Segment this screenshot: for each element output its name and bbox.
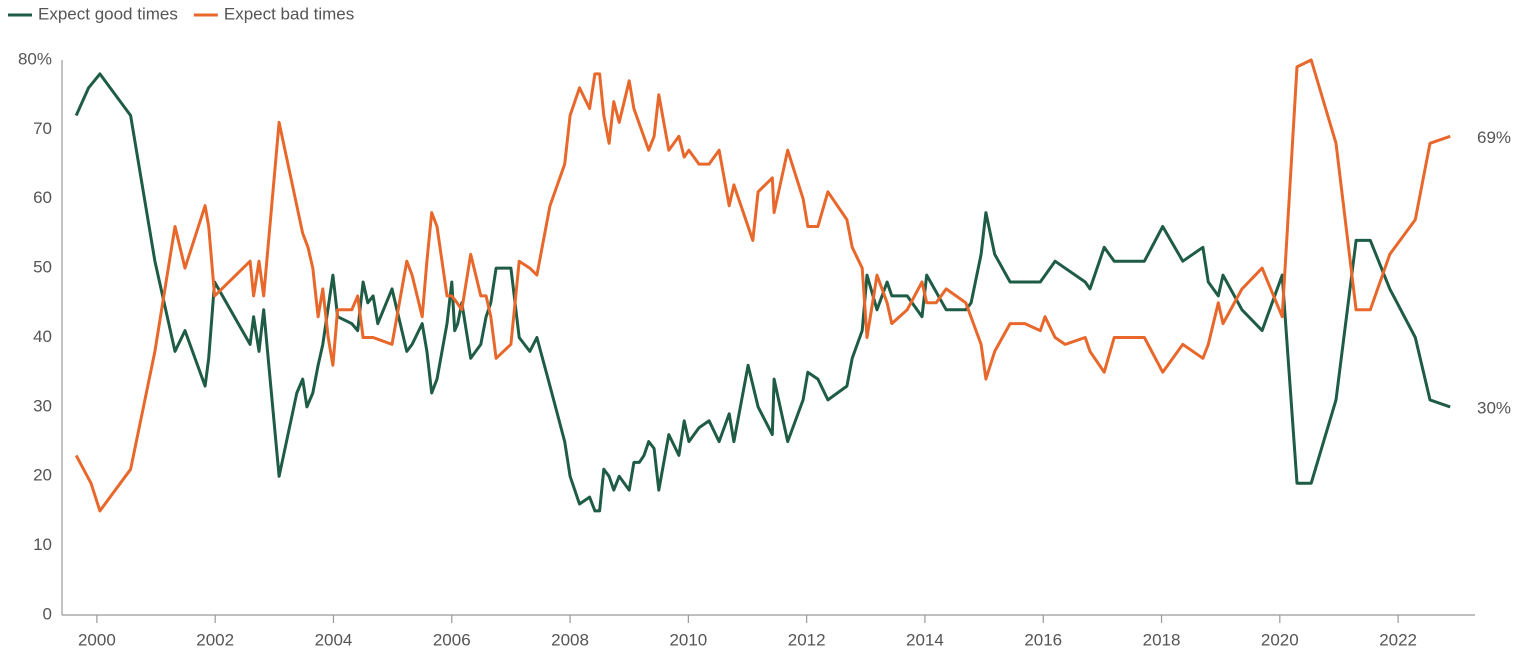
x-tick-label: 2022 [1379, 630, 1417, 649]
x-tick-label: 2016 [1024, 630, 1062, 649]
y-tick-label: 10 [33, 535, 52, 554]
series-line [74, 58, 1451, 513]
x-tick-label: 2004 [315, 630, 353, 649]
x-tick-label: 2002 [196, 630, 234, 649]
y-tick-label: 50 [33, 258, 52, 277]
y-tick-label: 80% [18, 49, 52, 68]
x-tick-label: 2008 [551, 630, 589, 649]
x-tick-label: 2014 [906, 630, 944, 649]
y-tick-label: 60 [33, 188, 52, 207]
y-tick-label: 30 [33, 396, 52, 415]
x-tick-label: 2010 [669, 630, 707, 649]
legend-label: Expect good times [38, 4, 178, 23]
end-label: 69% [1477, 128, 1511, 147]
x-tick-label: 2018 [1143, 630, 1181, 649]
y-tick-label: 40 [33, 327, 52, 346]
series-line [74, 72, 1451, 513]
y-tick-label: 0 [43, 604, 52, 623]
y-tick-label: 70 [33, 119, 52, 138]
legend-label: Expect bad times [224, 4, 354, 23]
x-tick-label: 2006 [433, 630, 471, 649]
y-tick-label: 20 [33, 466, 52, 485]
x-tick-label: 2000 [78, 630, 116, 649]
x-tick-label: 2012 [788, 630, 826, 649]
x-tick-label: 2020 [1261, 630, 1299, 649]
end-label: 30% [1477, 398, 1511, 417]
